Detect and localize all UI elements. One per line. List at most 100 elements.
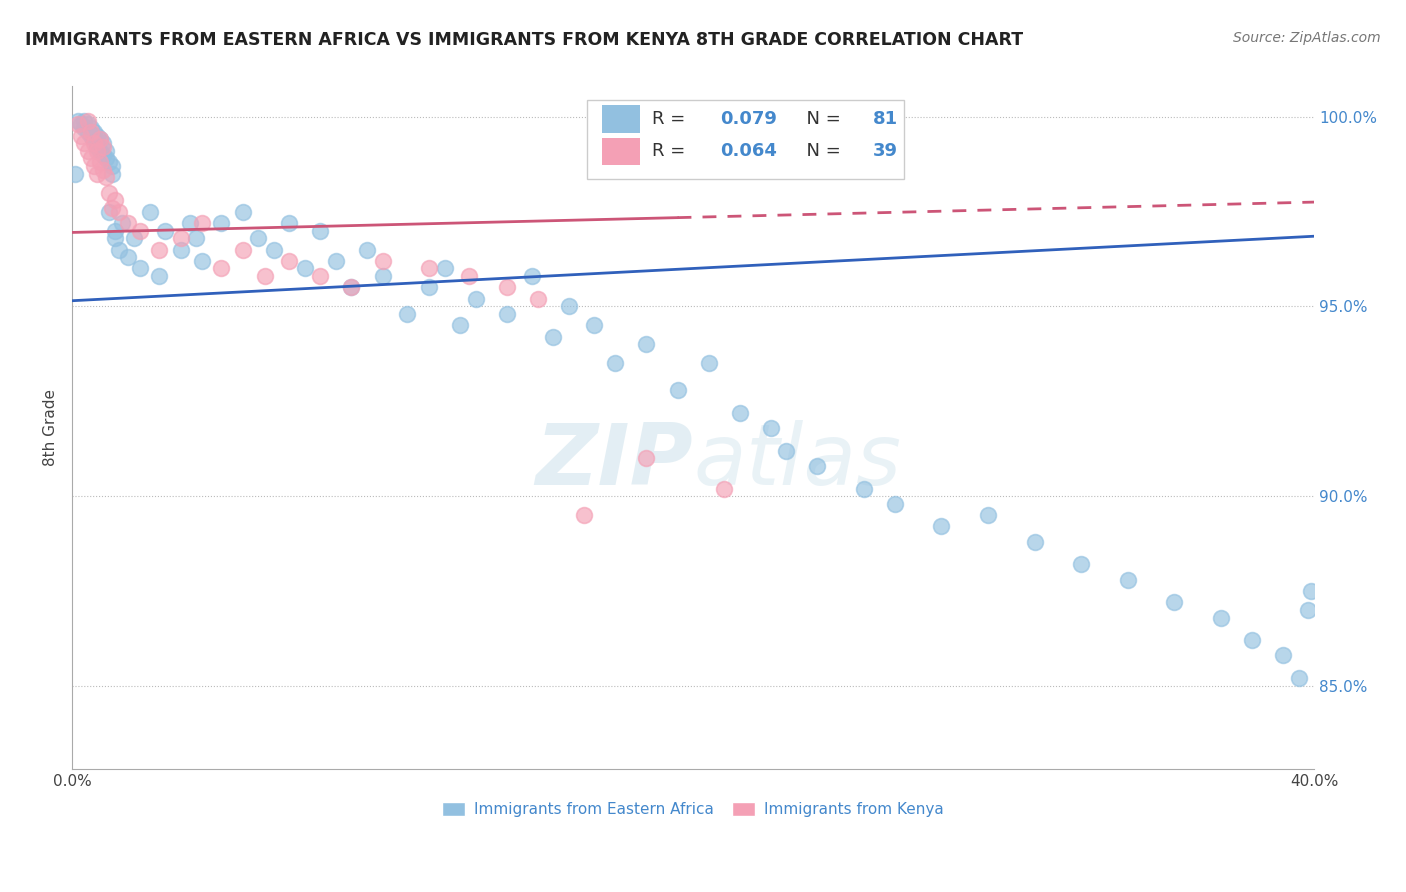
Point — [495, 280, 517, 294]
Point — [247, 231, 270, 245]
Point — [179, 216, 201, 230]
Point — [558, 300, 581, 314]
Point — [191, 253, 214, 268]
Point — [1240, 633, 1263, 648]
Point — [278, 253, 301, 268]
Point — [340, 280, 363, 294]
Point — [91, 147, 114, 161]
Point — [449, 318, 471, 333]
Point — [309, 223, 332, 237]
Point — [340, 280, 363, 294]
Point — [309, 268, 332, 283]
Point — [728, 406, 751, 420]
Point — [104, 223, 127, 237]
Point — [86, 128, 108, 143]
Point — [73, 113, 96, 128]
Point — [107, 204, 129, 219]
Point — [76, 117, 98, 131]
Point — [153, 223, 176, 237]
Point — [67, 117, 90, 131]
Point — [1209, 610, 1232, 624]
Point — [1288, 671, 1310, 685]
Point — [464, 292, 486, 306]
Point — [883, 497, 905, 511]
Point — [89, 132, 111, 146]
Point — [543, 330, 565, 344]
Point — [526, 292, 548, 306]
Point — [209, 216, 232, 230]
Point — [83, 136, 105, 151]
Text: Source: ZipAtlas.com: Source: ZipAtlas.com — [1233, 31, 1381, 45]
Point — [325, 253, 347, 268]
Point — [574, 508, 596, 522]
Text: 81: 81 — [873, 110, 898, 128]
Point — [418, 261, 440, 276]
Point — [70, 128, 93, 143]
Point — [79, 121, 101, 136]
Point — [138, 204, 160, 219]
Point — [91, 162, 114, 177]
Point — [63, 167, 86, 181]
Point — [91, 140, 114, 154]
Point — [1070, 558, 1092, 572]
Point — [232, 243, 254, 257]
Point — [433, 261, 456, 276]
Point — [96, 152, 118, 166]
Point — [129, 223, 152, 237]
Point — [458, 268, 481, 283]
Point — [91, 136, 114, 151]
Point — [86, 136, 108, 151]
Point — [86, 167, 108, 181]
Text: R =: R = — [652, 142, 692, 161]
Point — [209, 261, 232, 276]
Text: 0.064: 0.064 — [720, 142, 778, 161]
Point — [759, 421, 782, 435]
Point — [775, 443, 797, 458]
Point — [1272, 648, 1295, 663]
Point — [73, 136, 96, 151]
Point — [122, 231, 145, 245]
Point — [83, 125, 105, 139]
Point — [83, 132, 105, 146]
Point — [76, 113, 98, 128]
Legend: Immigrants from Eastern Africa, Immigrants from Kenya: Immigrants from Eastern Africa, Immigran… — [436, 796, 950, 823]
Point — [89, 155, 111, 169]
Point — [148, 268, 170, 283]
Text: 0.079: 0.079 — [720, 110, 778, 128]
Text: atlas: atlas — [693, 420, 901, 503]
Point — [977, 508, 1000, 522]
Point — [371, 268, 394, 283]
Text: N =: N = — [794, 142, 846, 161]
Point — [294, 261, 316, 276]
FancyBboxPatch shape — [588, 100, 904, 178]
Point — [1296, 603, 1319, 617]
Point — [605, 356, 627, 370]
Point — [96, 144, 118, 158]
Point — [1024, 534, 1046, 549]
Point — [170, 243, 193, 257]
Point — [852, 482, 875, 496]
Point — [117, 250, 139, 264]
Point — [104, 193, 127, 207]
Point — [1299, 584, 1322, 599]
Point — [89, 144, 111, 158]
Point — [1163, 595, 1185, 609]
Point — [104, 231, 127, 245]
Point — [582, 318, 605, 333]
Point — [495, 307, 517, 321]
Point — [83, 159, 105, 173]
Point — [806, 458, 828, 473]
Point — [636, 337, 658, 351]
Point — [278, 216, 301, 230]
Point — [170, 231, 193, 245]
Point — [396, 307, 419, 321]
Point — [666, 383, 689, 397]
FancyBboxPatch shape — [602, 137, 640, 165]
Point — [713, 482, 735, 496]
Point — [697, 356, 720, 370]
Point — [79, 152, 101, 166]
Point — [107, 243, 129, 257]
Point — [101, 167, 124, 181]
Point — [253, 268, 276, 283]
Point — [86, 140, 108, 154]
